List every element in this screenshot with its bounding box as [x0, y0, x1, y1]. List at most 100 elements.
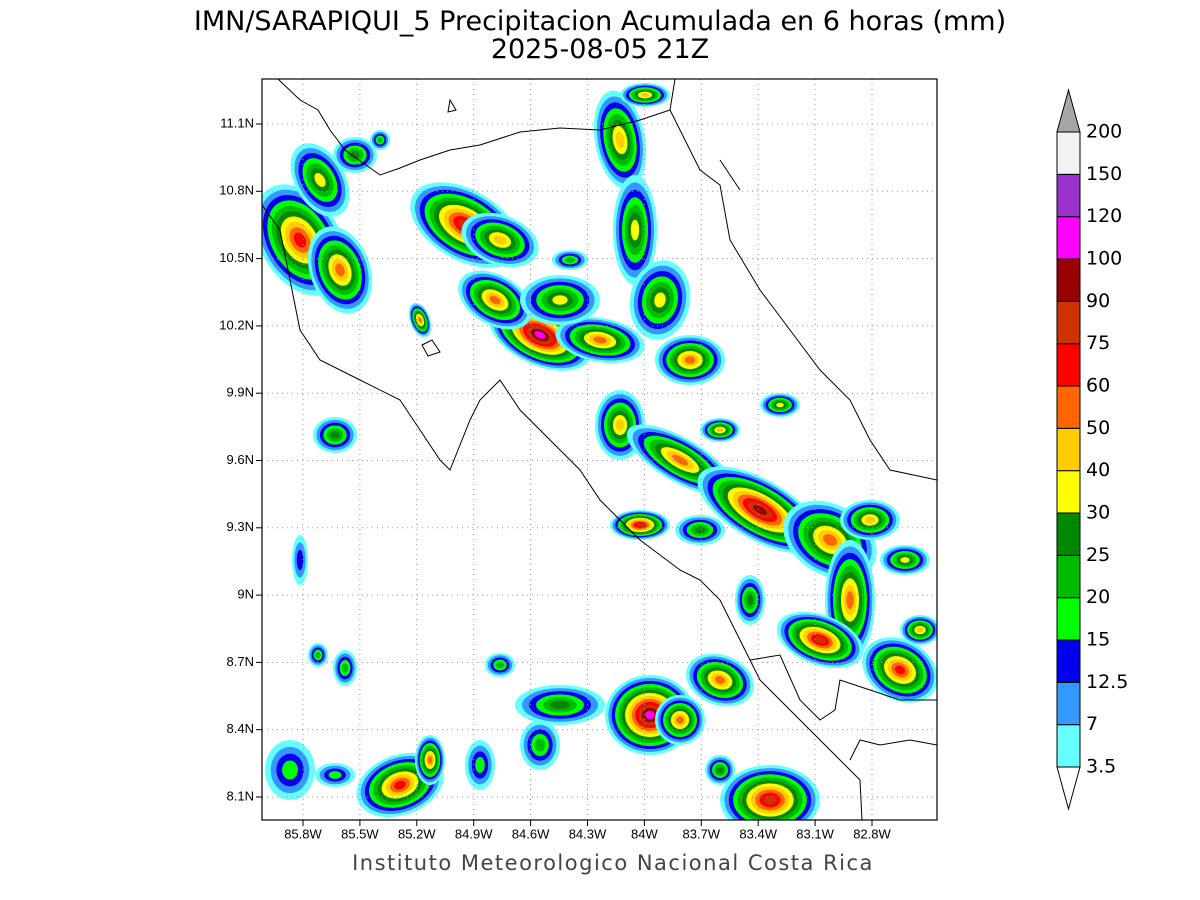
precip-contour — [714, 676, 726, 684]
lat-label: 10.2N — [219, 317, 254, 332]
precip-contour — [328, 771, 342, 779]
colorbar-label: 12.5 — [1086, 671, 1128, 693]
precip-contour — [550, 700, 570, 710]
colorbar-box — [1056, 258, 1081, 302]
precip-contour — [377, 137, 383, 143]
precip-contour — [814, 636, 826, 644]
colorbar-over — [1056, 88, 1081, 133]
lat-label: 11.1N — [220, 115, 254, 130]
precip-contour — [846, 591, 854, 609]
colorbar-label: 20 — [1086, 586, 1110, 608]
precip-contour — [916, 627, 924, 633]
lon-label: 85.8W — [284, 826, 322, 841]
precip-contour — [293, 232, 307, 248]
precip-contour — [676, 716, 684, 724]
lon-label: 83.1W — [796, 826, 834, 841]
colorbar-box — [1056, 385, 1081, 429]
lat-label: 8.7N — [227, 654, 254, 669]
colorbar-box — [1056, 427, 1081, 472]
colorbar-label: 75 — [1086, 332, 1110, 354]
title: IMN/SARAPIQUI_5 Precipitacion Acumulada … — [194, 6, 1006, 37]
colorbar-box — [1056, 470, 1081, 514]
precip-contour — [716, 428, 724, 432]
precip-contour — [716, 766, 724, 774]
colorbar-label: 30 — [1086, 502, 1110, 524]
colorbar-under — [1056, 766, 1081, 811]
precip-contour — [296, 549, 304, 571]
lat-label: 9N — [237, 587, 254, 602]
precip-contour — [645, 710, 655, 720]
lon-label: 85.2W — [398, 826, 436, 841]
colorbar-label: 120 — [1086, 205, 1122, 227]
precip-contour — [493, 235, 507, 245]
lon-label: 84.9W — [455, 826, 493, 841]
precip-contour — [341, 663, 349, 673]
colorbar-box — [1056, 131, 1081, 175]
lat-label: 8.1N — [227, 788, 254, 803]
precip-contour — [350, 151, 360, 159]
colorbar: 3.5 7 12.5 15 20 25 30 40 50 60 75 90 100 120 150 200 — [1056, 88, 1128, 811]
lat-label: 10.8N — [219, 183, 254, 198]
precip-contour — [763, 795, 777, 805]
lon-label: 83.4W — [739, 826, 777, 841]
lat-label: 9.3N — [227, 519, 254, 534]
precip-contour — [776, 402, 784, 408]
colorbar-label: 200 — [1086, 121, 1122, 143]
precip-contour — [315, 651, 321, 659]
lat-label: 10.5N — [219, 250, 254, 265]
precip-contour — [475, 757, 485, 773]
colorbar-label: 7 — [1086, 713, 1098, 735]
lon-label: 85.5W — [341, 826, 379, 841]
axes: 11.1N 10.8N 10.5N 10.2N 9.9N 9.6N 9.3N 9N 8.7N 8.… — [219, 115, 891, 841]
grid — [262, 79, 937, 820]
precip-contour — [330, 431, 340, 439]
precip-contour — [489, 295, 501, 305]
lat-label: 9.6N — [227, 452, 254, 467]
precip-contour — [636, 523, 644, 527]
colorbar-box — [1056, 681, 1081, 726]
colorbar-label: 15 — [1086, 629, 1110, 651]
precip-contour — [630, 219, 640, 241]
precip-contour — [394, 780, 406, 790]
precip-contour — [615, 419, 625, 431]
precip-contour — [694, 526, 706, 534]
colorbar-box — [1056, 300, 1081, 345]
colorbar-box — [1056, 173, 1081, 218]
colorbar-label: 40 — [1086, 459, 1110, 481]
colorbar-box — [1056, 554, 1081, 599]
colorbar-label: 25 — [1086, 544, 1110, 566]
lon-label: 84W — [631, 826, 658, 841]
precip-contour — [282, 760, 298, 780]
precip-contour — [418, 317, 422, 323]
subtitle: 2025-08-05 21Z — [491, 34, 709, 65]
precip-contour — [615, 131, 625, 149]
colorbar-box — [1056, 639, 1081, 683]
credit: Instituto Meteorologico Nacional Costa R… — [352, 851, 874, 875]
colorbar-label: 60 — [1086, 375, 1110, 397]
colorbar-box — [1056, 216, 1081, 260]
precip-contour — [534, 331, 546, 339]
colorbar-label: 90 — [1086, 290, 1110, 312]
precip-contour — [684, 356, 696, 364]
colorbar-box — [1056, 724, 1081, 768]
precip-contour — [640, 93, 650, 97]
precip-contour — [894, 665, 906, 675]
colorbar-box — [1056, 597, 1081, 641]
precip-contour — [593, 336, 607, 344]
lat-label: 8.4N — [227, 721, 254, 736]
colorbar-label: 100 — [1086, 248, 1122, 270]
lat-label: 9.9N — [227, 385, 254, 400]
colorbar-label: 3.5 — [1086, 756, 1116, 778]
precip-contour — [335, 263, 345, 277]
precip-contour — [534, 738, 546, 752]
precip-contour — [746, 594, 754, 606]
precip-contour — [565, 257, 575, 263]
colorbar-box — [1056, 512, 1081, 556]
precip-contour — [552, 295, 568, 305]
precip-contour — [752, 505, 768, 515]
colorbar-label: 50 — [1086, 417, 1110, 439]
precip-contour — [672, 454, 688, 466]
lon-label: 84.6W — [512, 826, 550, 841]
precip-contour — [496, 661, 504, 669]
